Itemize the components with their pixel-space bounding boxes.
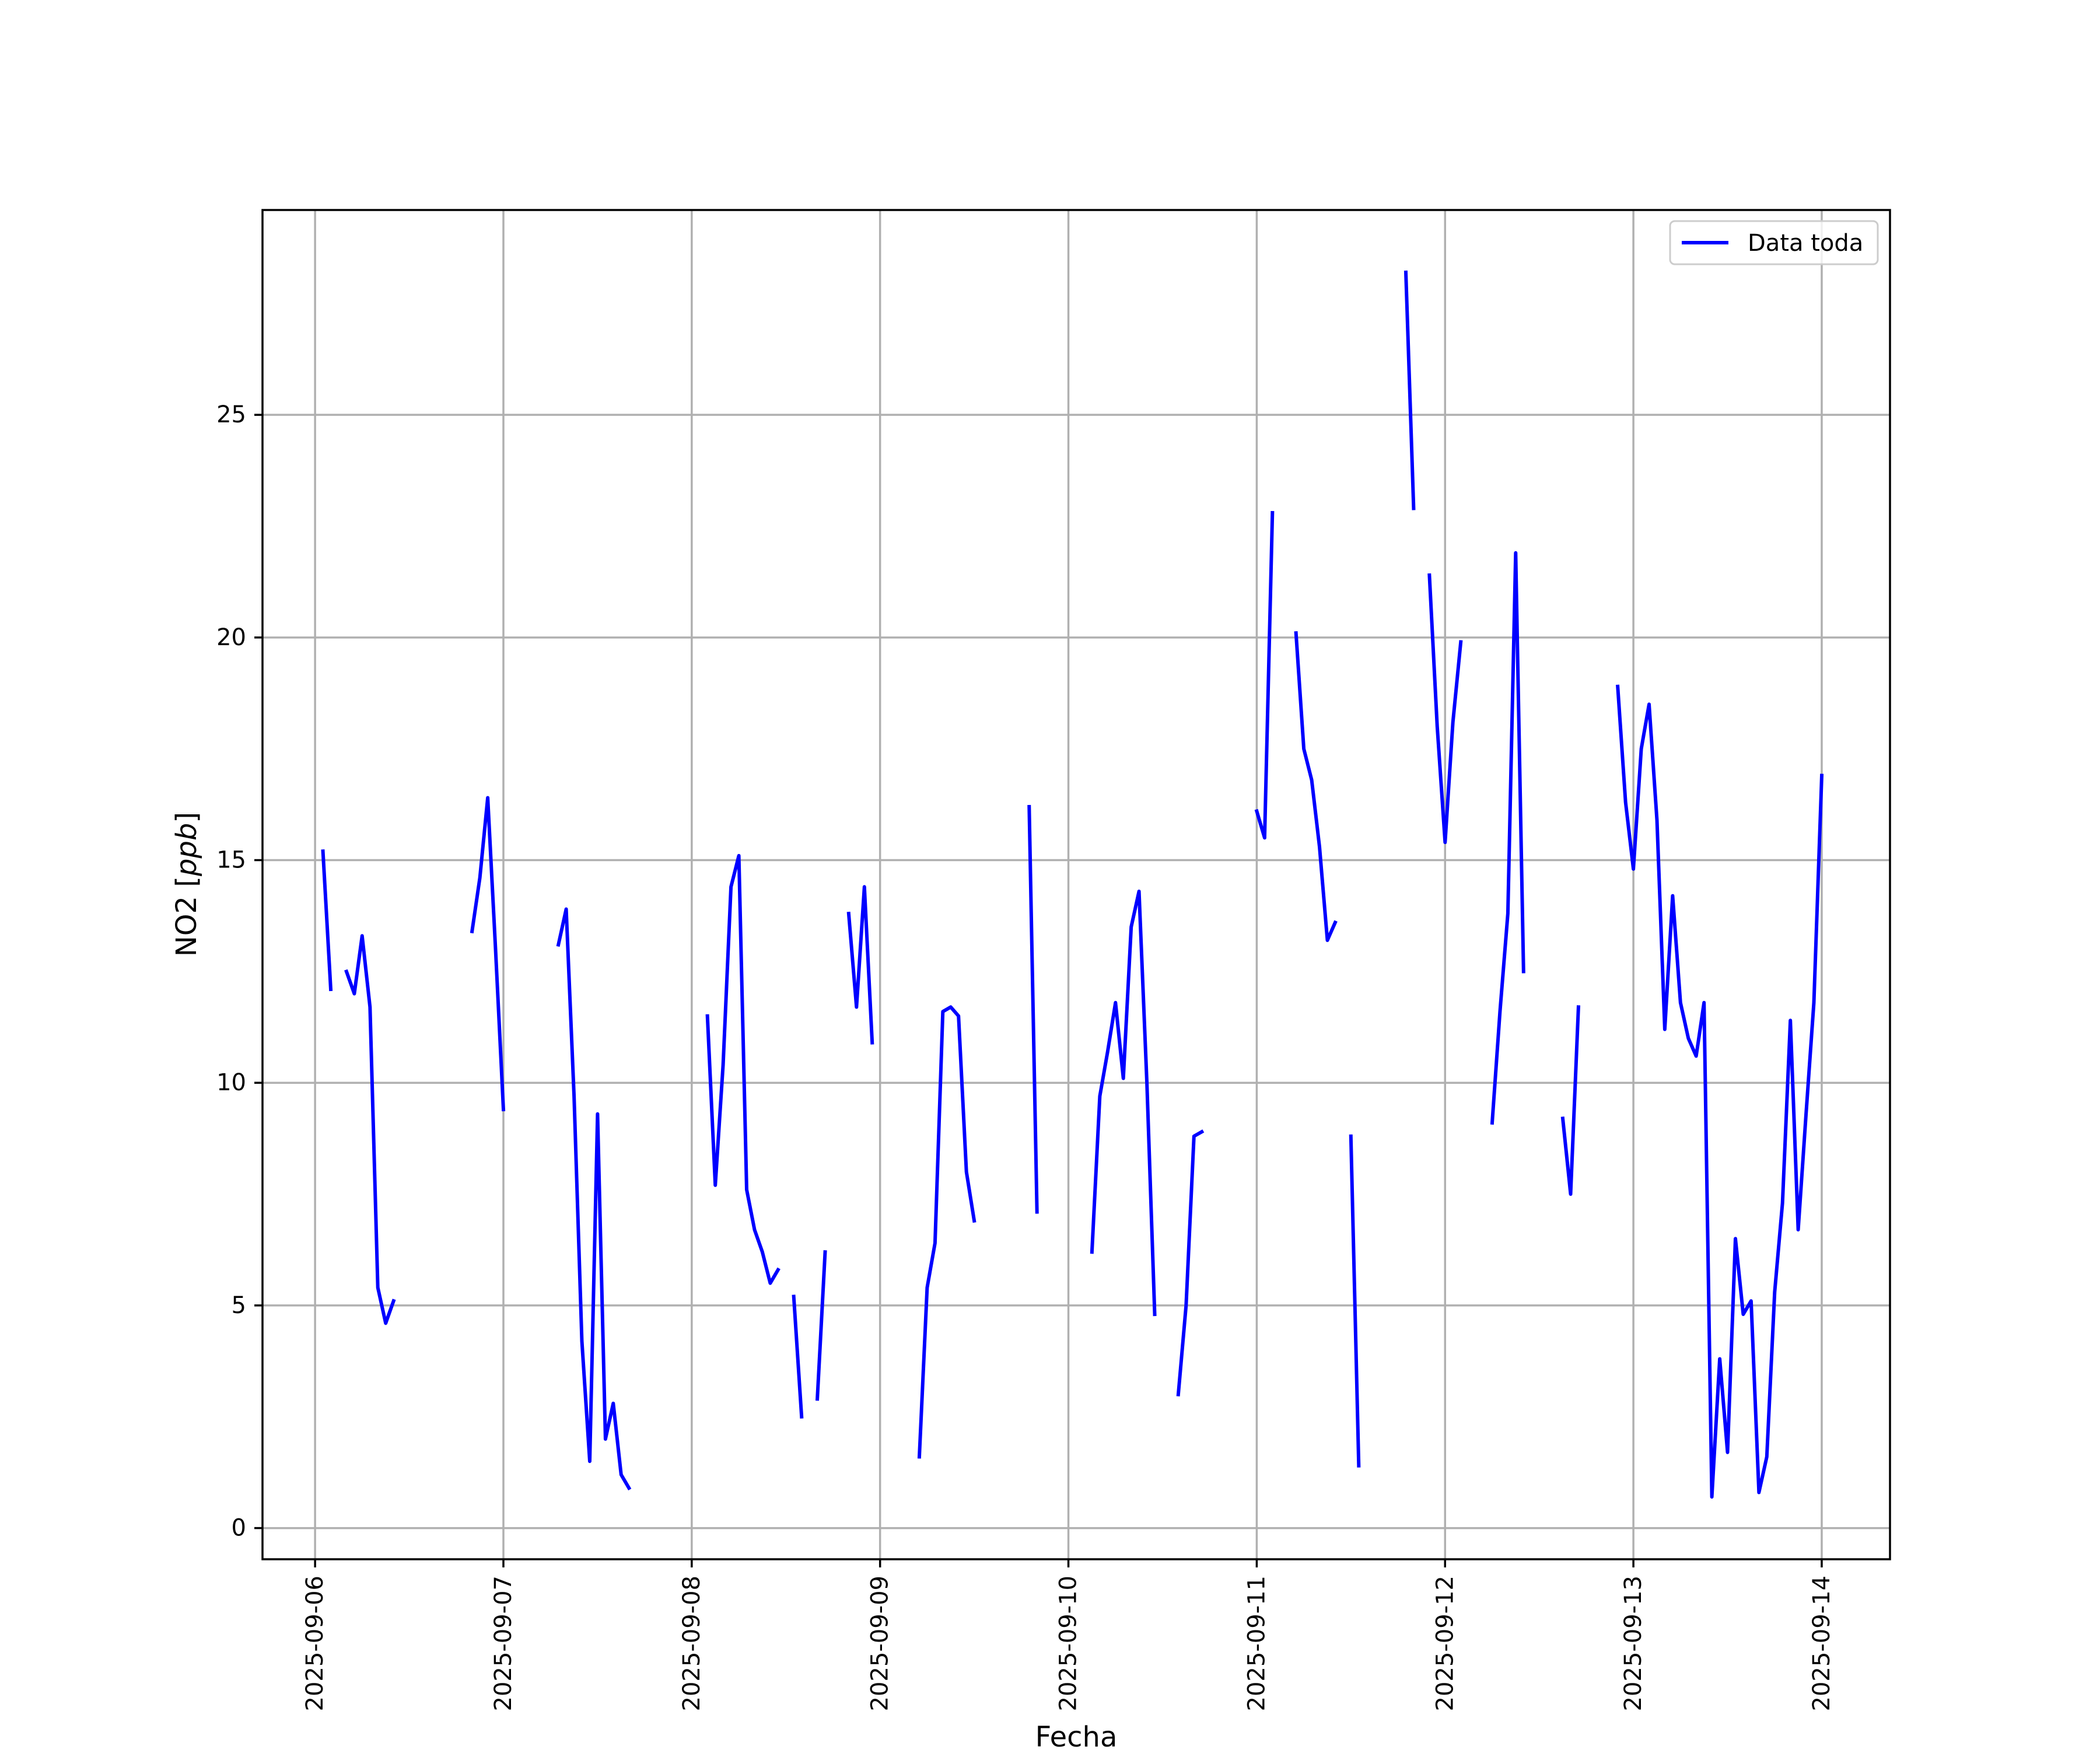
series-line-segment bbox=[321, 849, 333, 992]
plot-frame bbox=[261, 209, 1891, 1560]
series-layer bbox=[321, 270, 1824, 1499]
x-tick-label: 2025-09-09 bbox=[867, 1576, 894, 1711]
series-line-segment bbox=[705, 853, 780, 1285]
x-tick-label: 2025-09-06 bbox=[302, 1576, 328, 1711]
y-tick-label: 5 bbox=[232, 1292, 246, 1319]
series-line-segment bbox=[556, 907, 632, 1491]
x-axis-label: Fecha bbox=[1035, 1721, 1118, 1750]
series-line-segment bbox=[1404, 270, 1416, 510]
legend: Data toda bbox=[1669, 220, 1879, 265]
grid bbox=[262, 210, 1890, 1559]
legend-box bbox=[1669, 220, 1879, 265]
series-line-segment bbox=[1490, 551, 1525, 1125]
x-tick-label: 2025-09-07 bbox=[490, 1576, 517, 1711]
y-tick-label: 15 bbox=[216, 847, 246, 874]
y-tick-label: 10 bbox=[216, 1069, 246, 1096]
x-tick-label: 2025-09-11 bbox=[1243, 1576, 1270, 1711]
y-tick-label: 25 bbox=[216, 401, 246, 428]
series-line-segment bbox=[815, 1250, 827, 1401]
plot-area bbox=[262, 210, 1890, 1559]
series-line-segment bbox=[470, 796, 506, 1112]
series-line-segment bbox=[917, 1005, 977, 1459]
y-axis-label: NO2 [ppb] bbox=[170, 812, 203, 957]
legend-label-data-toda: Data toda bbox=[1748, 230, 1863, 257]
y-tick-label: 0 bbox=[232, 1515, 246, 1542]
series-line-segment bbox=[846, 885, 874, 1045]
x-tick-label: 2025-09-12 bbox=[1432, 1576, 1458, 1711]
series-line-segment bbox=[1560, 1005, 1581, 1196]
y-axis-label-text: NO2 [ bbox=[170, 876, 203, 957]
y-axis-label-close: ] bbox=[170, 812, 203, 823]
series-line-segment bbox=[792, 1294, 804, 1419]
series-line-segment bbox=[1349, 1134, 1361, 1468]
y-axis-label-unit: ppb bbox=[170, 823, 203, 877]
series-line-segment bbox=[1616, 684, 1824, 1499]
series-line-segment bbox=[1176, 1129, 1205, 1396]
x-tick-label: 2025-09-08 bbox=[678, 1576, 705, 1711]
series-line-segment bbox=[1427, 573, 1463, 844]
series-line-segment bbox=[1027, 804, 1039, 1214]
series-line-segment bbox=[1090, 890, 1157, 1317]
series-line-segment bbox=[344, 934, 396, 1325]
series-line-segment bbox=[1294, 631, 1338, 942]
series-line-segment bbox=[1254, 511, 1275, 840]
x-tick-label: 2025-09-14 bbox=[1808, 1576, 1835, 1711]
axis-ticks: 2025-09-06 2025-09-07 2025-09-08 2025-09-09… bbox=[216, 401, 1835, 1711]
x-tick-label: 2025-09-10 bbox=[1055, 1576, 1082, 1711]
y-tick-label: 20 bbox=[216, 624, 246, 651]
x-tick-label: 2025-09-13 bbox=[1620, 1576, 1647, 1711]
